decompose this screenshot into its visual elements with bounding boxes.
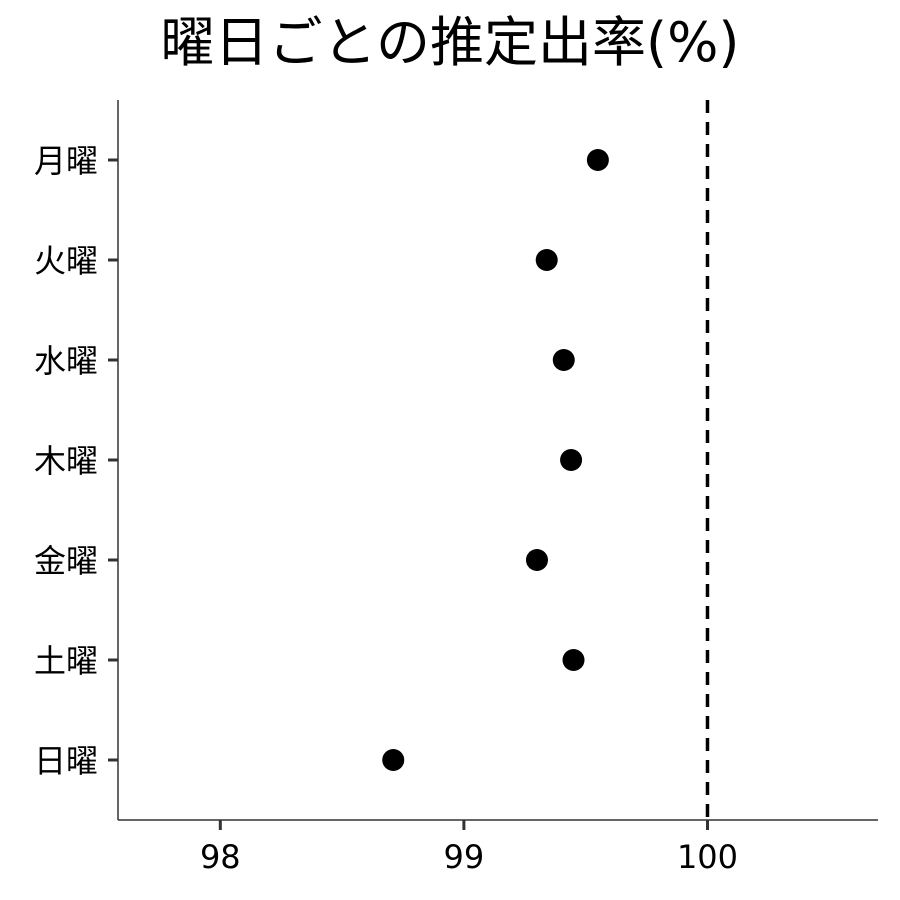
data-point (382, 749, 405, 771)
y-tick-label: 日曜 (34, 742, 98, 780)
x-tick-label: 98 (200, 838, 241, 876)
data-point (552, 349, 575, 371)
y-tick-label: 木曜 (34, 442, 98, 480)
data-point (586, 149, 609, 171)
data-point (562, 649, 585, 671)
y-tick-label: 水曜 (34, 342, 98, 380)
y-tick-label: 火曜 (34, 242, 98, 280)
data-point (525, 549, 548, 571)
x-tick-label: 100 (677, 838, 738, 876)
data-point (535, 249, 558, 271)
y-tick-label: 金曜 (34, 542, 98, 580)
data-point (560, 449, 583, 471)
chart-title: 曜日ごとの推定出率(%) (160, 11, 740, 74)
y-tick-label: 月曜 (34, 142, 98, 180)
x-tick-label: 99 (444, 838, 485, 876)
y-tick-label: 土曜 (34, 642, 98, 680)
